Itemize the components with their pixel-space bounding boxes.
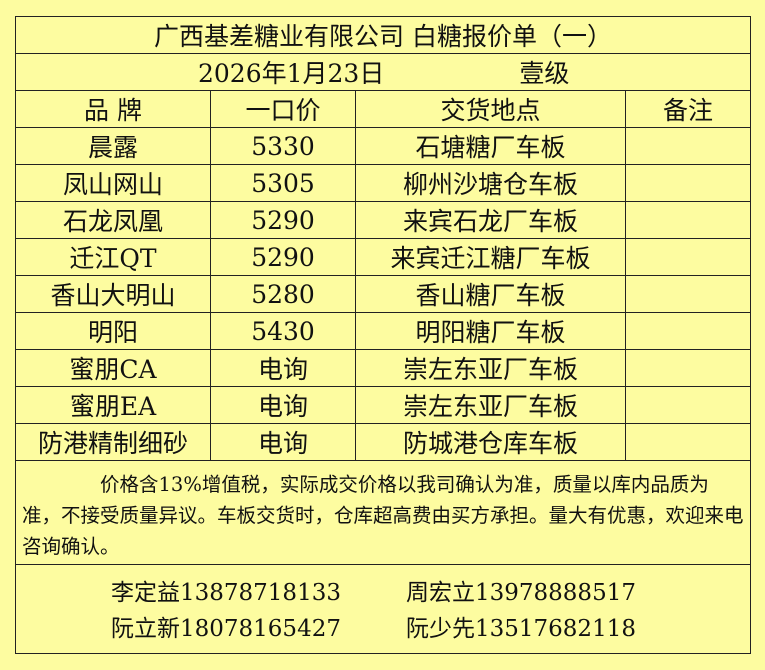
contact: 周宏立13978888517 [406, 580, 636, 606]
note: 价格含13%增值税，实际成交价格以我司确认为准，质量以库内品质为准，不接受质量异… [16, 461, 750, 565]
table-row: 防港精制细砂 电询 防城港仓库车板 [16, 424, 750, 461]
table-row: 凤山网山 5305 柳州沙塘仓车板 [16, 165, 750, 202]
cell-brand: 蜜朋CA [16, 350, 211, 386]
cell-remark [626, 424, 750, 460]
cell-price: 5330 [211, 128, 356, 164]
note-text: 价格含13%增值税，实际成交价格以我司确认为准，质量以库内品质为准，不接受质量异… [22, 473, 744, 558]
cell-remark [626, 313, 750, 349]
contact: 李定益13878718133 [111, 580, 341, 606]
cell-price: 5290 [211, 239, 356, 275]
cell-brand: 迁江QT [16, 239, 211, 275]
cell-location: 香山糖厂车板 [356, 276, 626, 312]
table-row: 蜜朋CA 电询 崇左东亚厂车板 [16, 350, 750, 387]
header-row: 品 牌 一口价 交货地点 备注 [16, 91, 750, 128]
contacts: 李定益13878718133 周宏立13978888517 阮立新18078165… [16, 565, 750, 653]
cell-remark [626, 239, 750, 275]
table-row: 石龙凤凰 5290 来宾石龙厂车板 [16, 202, 750, 239]
cell-price: 电询 [211, 387, 356, 423]
cell-price: 电询 [211, 350, 356, 386]
cell-price: 5280 [211, 276, 356, 312]
cell-brand: 晨露 [16, 128, 211, 164]
date-row: 2026年1月23日 壹级 [16, 54, 750, 90]
table-row: 迁江QT 5290 来宾迁江糖厂车板 [16, 239, 750, 276]
sheet-title: 广西基差糖业有限公司 白糖报价单（一） [154, 22, 612, 51]
header-price: 一口价 [211, 91, 356, 127]
cell-brand: 香山大明山 [16, 276, 211, 312]
contact: 阮少先13517682118 [406, 616, 636, 642]
cell-location: 崇左东亚厂车板 [356, 387, 626, 423]
price-sheet: 广西基差糖业有限公司 白糖报价单（一） 2026年1月23日 壹级 品 牌 一口… [15, 16, 751, 654]
cell-brand: 蜜朋EA [16, 387, 211, 423]
cell-remark [626, 165, 750, 201]
cell-remark [626, 387, 750, 423]
cell-location: 来宾石龙厂车板 [356, 202, 626, 238]
table-row: 晨露 5330 石塘糖厂车板 [16, 128, 750, 165]
header-remark: 备注 [662, 96, 713, 125]
table-row: 蜜朋EA 电询 崇左东亚厂车板 [16, 387, 750, 424]
cell-price: 5290 [211, 202, 356, 238]
cell-brand: 防港精制细砂 [16, 424, 211, 460]
cell-price: 5430 [211, 313, 356, 349]
cell-location: 来宾迁江糖厂车板 [356, 239, 626, 275]
cell-remark [626, 128, 750, 164]
cell-remark [626, 202, 750, 238]
cell-remark [626, 276, 750, 312]
grade: 壹级 [519, 59, 570, 88]
cell-brand: 凤山网山 [16, 165, 211, 201]
cell-location: 崇左东亚厂车板 [356, 350, 626, 386]
cell-price: 5305 [211, 165, 356, 201]
cell-brand: 明阳 [16, 313, 211, 349]
cell-location: 石塘糖厂车板 [356, 128, 626, 164]
header-brand: 品 牌 [16, 91, 211, 127]
table-row: 香山大明山 5280 香山糖厂车板 [16, 276, 750, 313]
cell-brand: 石龙凤凰 [16, 202, 211, 238]
cell-remark [626, 350, 750, 386]
table-row: 明阳 5430 明阳糖厂车板 [16, 313, 750, 350]
cell-price: 电询 [211, 424, 356, 460]
header-location: 交货地点 [356, 91, 626, 127]
date: 2026年1月23日 [198, 59, 385, 88]
cell-location: 柳州沙塘仓车板 [356, 165, 626, 201]
cell-location: 明阳糖厂车板 [356, 313, 626, 349]
contact: 阮立新18078165427 [111, 616, 341, 642]
cell-location: 防城港仓库车板 [356, 424, 626, 460]
